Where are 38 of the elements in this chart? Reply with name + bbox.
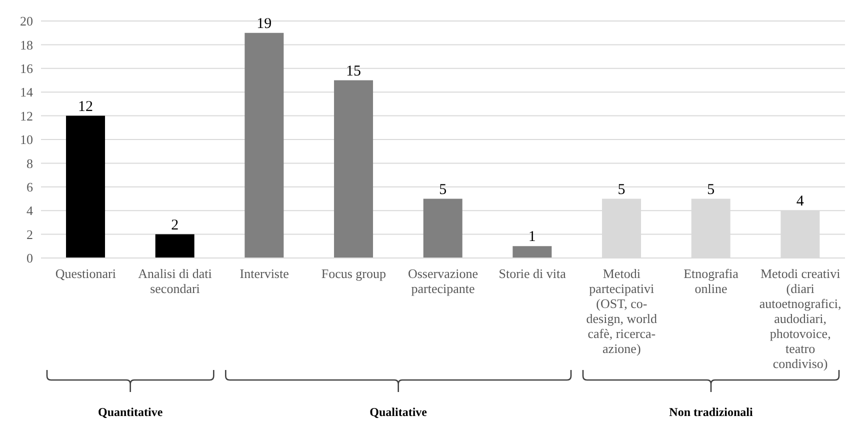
data-label: 19 xyxy=(256,16,272,32)
y-tick-label: 20 xyxy=(20,14,33,29)
y-tick-label: 2 xyxy=(26,226,33,242)
data-label: 5 xyxy=(707,182,715,198)
x-tick-label: Interviste xyxy=(240,266,290,281)
data-label: 2 xyxy=(171,217,179,234)
data-label: 4 xyxy=(796,194,804,210)
bar xyxy=(244,32,284,258)
data-label: 15 xyxy=(346,63,362,80)
y-tick-label: 8 xyxy=(26,156,33,171)
data-label: 12 xyxy=(78,98,94,115)
data-label: 5 xyxy=(439,182,447,198)
x-tick-label: Metodi partecipativi (OST, co-design, world cafè, ricerca-azione) xyxy=(586,266,658,356)
text: Non tradizionali xyxy=(669,405,754,419)
bar xyxy=(423,198,462,258)
bar xyxy=(512,246,552,258)
y-tick-label: 6 xyxy=(26,180,34,195)
y-tick-label: 10 xyxy=(20,132,33,148)
y-tick-label: 4 xyxy=(26,203,34,218)
x-tick-label: Osservazione partecipante xyxy=(408,266,478,296)
data-label: 1 xyxy=(528,229,536,246)
x-tick-label: Analisi di dati secondari xyxy=(138,266,212,296)
x-tick-label: Metodi creativi (diari autoetnografici, audodiari, photovoice, teatro condiviso) xyxy=(759,266,842,371)
y-tick-label: 18 xyxy=(20,37,33,52)
bar xyxy=(334,80,374,258)
x-tick-label: Focus group xyxy=(321,266,386,281)
bar xyxy=(66,116,106,258)
y-tick-label: 14 xyxy=(20,84,34,100)
text: Qualitative xyxy=(370,405,428,419)
x-tick-label: Etnografia online xyxy=(684,266,739,296)
y-tick-label: 12 xyxy=(20,108,33,124)
y-tick-label: 16 xyxy=(20,61,34,76)
data-label: 5 xyxy=(618,182,626,198)
x-tick-label: Storie di vita xyxy=(498,266,566,281)
x-tick-label: Questionari xyxy=(55,266,116,281)
text: Quantitative xyxy=(98,405,164,419)
bar xyxy=(155,234,194,258)
y-tick-label: 0 xyxy=(26,250,33,266)
